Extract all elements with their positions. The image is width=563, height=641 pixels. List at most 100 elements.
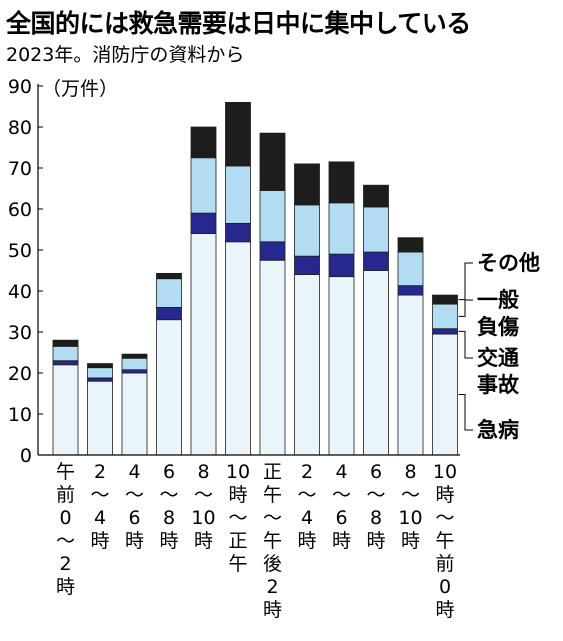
- bar-segment: [363, 270, 389, 456]
- bar-segment: [363, 206, 389, 253]
- x-tick-label: 4: [128, 461, 140, 483]
- y-axis-unit: （万件）: [42, 78, 119, 100]
- x-tick-label: 4: [335, 461, 347, 483]
- x-tick-label: 時: [366, 530, 385, 552]
- bar-segment: [397, 237, 424, 253]
- x-tick-label: 4: [301, 507, 313, 529]
- legend-label: 負傷: [477, 315, 519, 339]
- bar-segment: [52, 345, 79, 362]
- bar-segment: [87, 363, 113, 369]
- x-tick-label: 〜: [159, 484, 178, 506]
- bar-segment: [259, 190, 286, 243]
- y-tick-label: 20: [8, 363, 32, 385]
- bar-segment: [225, 102, 251, 167]
- x-tick-label: 前: [56, 484, 75, 506]
- x-tick-label: 0: [59, 507, 71, 529]
- x-tick-label: 4: [94, 507, 106, 529]
- legend-label: 交通: [477, 346, 519, 370]
- bar-segment: [190, 212, 217, 235]
- bar-segment: [432, 333, 458, 456]
- y-tick-label: 90: [8, 76, 32, 98]
- x-tick-label: 〜: [435, 507, 454, 529]
- x-tick-label: 10: [398, 507, 422, 529]
- bar-segment: [52, 364, 79, 456]
- bar-segment: [87, 377, 113, 382]
- chart-subtitle: 2023年。消防庁の資料から: [6, 44, 245, 66]
- x-tick-label: 〜: [401, 484, 420, 506]
- x-tick-label: 正: [228, 530, 247, 552]
- x-tick-label: 6: [370, 461, 382, 483]
- bar-segment: [328, 161, 355, 204]
- x-tick-label: 時: [435, 599, 454, 621]
- bar-segment: [363, 251, 389, 271]
- x-tick-label: 6: [128, 507, 140, 529]
- x-tick-label: 〜: [90, 484, 109, 506]
- x-tick-label: 時: [401, 530, 420, 552]
- x-tick-label: 時: [435, 484, 454, 506]
- y-tick-label: 0: [20, 445, 32, 467]
- y-tick-label: 70: [8, 158, 32, 180]
- x-tick-label: 8: [404, 461, 416, 483]
- chart-title: 全国的には救急需要は日中に集中している: [6, 9, 471, 38]
- bar-segment: [397, 285, 424, 296]
- x-tick-label: 〜: [194, 484, 213, 506]
- x-tick-label: 〜: [366, 484, 385, 506]
- x-tick-label: 〜: [263, 507, 282, 529]
- legend-label: 急病: [477, 418, 519, 442]
- bar-segment: [432, 328, 458, 335]
- x-tick-label: 10: [226, 461, 250, 483]
- x-tick-label: 2: [59, 553, 71, 575]
- legend-leader-line: [458, 262, 473, 301]
- x-tick-label: 8: [197, 461, 209, 483]
- bar-segment: [156, 272, 182, 280]
- bar-segment: [294, 274, 320, 456]
- legend-leader-line: [458, 394, 473, 431]
- bar-segment: [121, 369, 148, 374]
- x-tick-label: 時: [332, 530, 351, 552]
- x-tick-label: 午: [435, 530, 454, 552]
- legend-label: その他: [477, 251, 540, 275]
- x-tick-label: 〜: [297, 484, 316, 506]
- bar-segment: [52, 339, 79, 347]
- bar-segment: [328, 202, 355, 255]
- x-tick-label: 2: [301, 461, 313, 483]
- bar-segment: [190, 157, 217, 214]
- x-tick-label: 時: [56, 576, 75, 598]
- x-tick-label: 午: [228, 553, 247, 575]
- bar-segment: [121, 353, 148, 359]
- x-tick-label: 時: [297, 530, 316, 552]
- bar-segment: [87, 380, 113, 456]
- x-tick-label: 6: [163, 461, 175, 483]
- bar-segment: [156, 278, 182, 308]
- bar-segment: [225, 241, 251, 456]
- bar-segment: [363, 184, 389, 208]
- x-tick-label: 〜: [228, 507, 247, 529]
- bar-segment: [432, 294, 458, 305]
- x-tick-label: 〜: [125, 484, 144, 506]
- x-tick-label: 時: [194, 530, 213, 552]
- x-tick-label: 午: [56, 461, 75, 483]
- bar-segment: [294, 204, 320, 257]
- y-tick-label: 10: [8, 404, 32, 426]
- bar-segment: [397, 251, 424, 287]
- bar-segment: [328, 276, 355, 456]
- bar-segment: [225, 222, 251, 243]
- x-tick-label: 10: [191, 507, 215, 529]
- x-tick-label: 〜: [332, 484, 351, 506]
- x-tick-label: 正: [263, 461, 282, 483]
- legend-leader-line: [458, 330, 473, 359]
- x-tick-label: 時: [125, 530, 144, 552]
- bar-segment: [328, 253, 355, 278]
- x-tick-label: 〜: [56, 530, 75, 552]
- bar-segment: [121, 372, 148, 456]
- legend-label: 事故: [477, 373, 520, 397]
- y-tick-label: 30: [8, 322, 32, 344]
- bar-segment: [225, 165, 251, 224]
- bar-segment: [294, 163, 320, 206]
- x-tick-label: 10: [433, 461, 457, 483]
- bar-segment: [432, 303, 458, 330]
- legend-leader-line: [458, 299, 473, 317]
- y-tick-label: 50: [8, 240, 32, 262]
- bar-segment: [121, 357, 148, 371]
